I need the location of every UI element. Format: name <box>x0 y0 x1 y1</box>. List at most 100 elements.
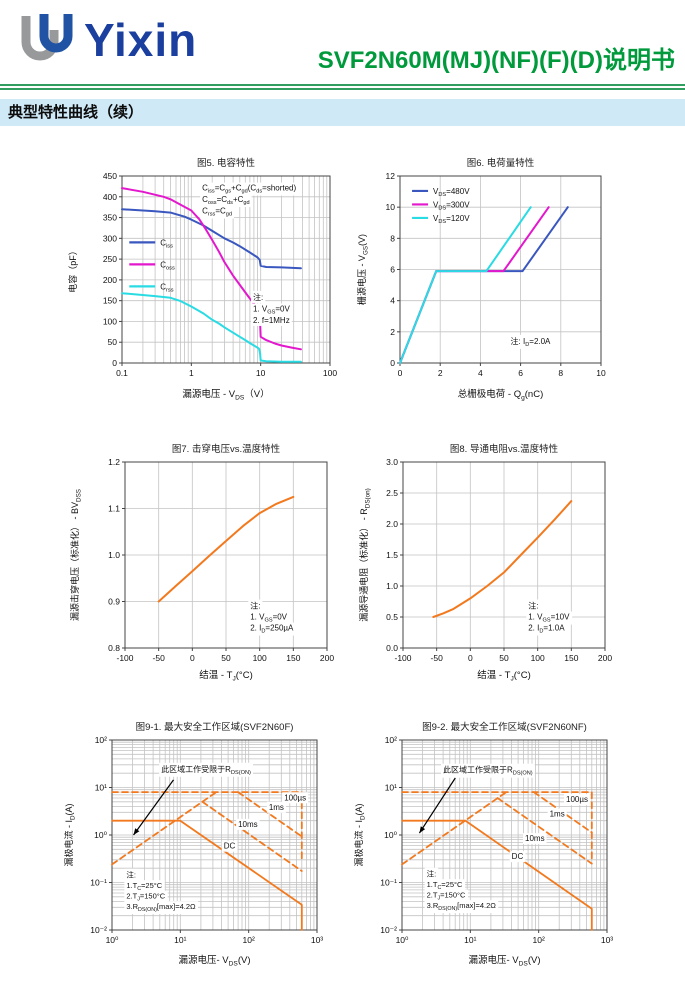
section-title: 典型特性曲线（续） <box>8 104 144 121</box>
annotation-fig9_1: DC <box>221 840 238 852</box>
y-tick-label: 1.5 <box>386 550 398 560</box>
x-axis-title: 漏源电压- VDS(V) <box>179 954 251 967</box>
legend-fig5: Ciss Coss Crss <box>129 238 175 293</box>
x-tick-label: 200 <box>598 653 612 663</box>
x-tick-label: 10² <box>533 935 545 945</box>
x-tick-label: 150 <box>564 653 578 663</box>
series-BVDSS <box>157 495 295 603</box>
x-tick-label: 100 <box>531 653 545 663</box>
x-tick-label: 50 <box>221 653 231 663</box>
series-group-fig5 <box>121 187 302 363</box>
annotation-fig5: 注: 1. VGS=0V2. f=1MHz <box>251 290 293 326</box>
annotation-line: 1. VGS=0V <box>250 613 287 624</box>
x-tick-label: 10 <box>256 368 266 378</box>
tick-labels-fig9_2: 10⁰ 10¹ 10² 10³ 10⁻² 10⁻¹ 10⁰ 10¹ 10² <box>380 735 613 945</box>
x-tick-label: 2 <box>438 368 443 378</box>
y-tick-label: 10¹ <box>95 783 107 793</box>
chart-canvas-fig7: -100 -50 0 50 100 150 200 0.8 0.9 1.0 1.1 1.2 漏源击穿电压… <box>69 443 334 682</box>
x-tick-label: 0.1 <box>116 368 128 378</box>
figure-fig7: -100 -50 0 50 100 150 200 0.8 0.9 1.0 1.1 1.2 漏源击穿电压… <box>40 432 362 699</box>
pointer-arrow-fig9_2 <box>418 777 456 834</box>
annotation-line: 10ms <box>525 834 545 843</box>
series-group-fig6 <box>399 206 569 364</box>
series-group-fig8 <box>432 500 573 618</box>
y-tick-label: 10⁰ <box>94 830 107 840</box>
y-tick-label: 0 <box>112 358 117 368</box>
annotation-fig9_1: 1ms <box>266 801 286 813</box>
series-DC <box>401 819 593 931</box>
x-tick-label: 8 <box>558 368 563 378</box>
annotation-line: Ciss=Cgs+Cgd(Cds=shorted) <box>202 184 296 195</box>
annotation-line: 10ms <box>238 820 258 829</box>
y-tick-label: 10⁻² <box>90 925 107 935</box>
x-tick-label: 10⁰ <box>396 935 409 945</box>
gridlines-fig6 <box>399 175 602 364</box>
figure-title: 图5. 电容特性 <box>197 157 256 169</box>
figure-fig8: -100 -50 0 50 100 150 200 0.0 0.5 1.0 1.5 2.0 2.5 3.0… <box>340 432 662 699</box>
y-tick-label: 10¹ <box>385 783 397 793</box>
y-tick-label: 400 <box>103 192 117 202</box>
y-tick-label: 50 <box>108 337 118 347</box>
y-axis-title: 漏极电流 - ID(A) <box>63 803 76 866</box>
annotation-fig9_2: 1ms <box>547 808 567 820</box>
annotation-line: 2. ID=250µA <box>250 624 294 635</box>
series-group-fig9_1 <box>111 791 303 931</box>
series-group-fig7 <box>157 495 295 603</box>
annotation-line: 注: <box>126 870 136 880</box>
section-title-bar: 典型特性曲线（续） <box>0 99 685 126</box>
series-100us <box>401 791 593 861</box>
y-tick-label: 3.0 <box>386 457 398 467</box>
y-tick-label: 1.1 <box>108 504 120 514</box>
annotation-line: 1.TC=25°C <box>126 881 162 892</box>
x-tick-label: 0 <box>190 653 195 663</box>
annotation-line: 1ms <box>550 809 565 818</box>
legend-label: Ciss <box>160 238 173 249</box>
annotation-fig9_2: 10ms <box>523 833 547 845</box>
figure-title: 图8. 导通电阻vs.温度特性 <box>450 443 559 455</box>
chart-canvas-fig5: 0.1 1 10 100 0 50 100 150 200 250 300 350 400 450 电容（p… <box>67 157 337 401</box>
annotation-line: 注: ID=2.0A <box>511 336 552 348</box>
x-axis-title: 漏源电压 - VDS（V） <box>182 388 269 401</box>
plot-border-fig5 <box>121 175 331 364</box>
annotation-line: 1. VGS=10V <box>528 613 570 624</box>
y-tick-label: 4 <box>390 296 395 306</box>
x-tick-label: 0 <box>398 368 403 378</box>
y-tick-label: 200 <box>103 275 117 285</box>
tick-labels-fig9_1: 10⁰ 10¹ 10² 10³ 10⁻² 10⁻¹ 10⁰ 10¹ 10² <box>90 735 323 945</box>
y-tick-label: 0.8 <box>108 643 120 653</box>
annotation-line: 2. ID=1.0A <box>528 624 565 635</box>
logo-text: Yixin <box>84 14 198 66</box>
y-axis-title: 栅源电压 - VGS(V) <box>356 234 369 305</box>
figure-fig9_2: 10⁰ 10¹ 10² 10³ 10⁻² 10⁻¹ 10⁰ 10¹ 10² 漏极电流 - ID(A… <box>350 708 680 984</box>
annotation-fig9_2: 100µs <box>564 794 590 806</box>
y-tick-label: 10⁻¹ <box>380 878 397 888</box>
x-axis-title: 漏源电压- VDS(V) <box>469 954 541 967</box>
y-tick-label: 2.5 <box>386 488 398 498</box>
y-tick-label: 0.0 <box>386 643 398 653</box>
y-tick-label: 10⁻¹ <box>90 878 107 888</box>
series-10ms <box>201 800 303 872</box>
figure-fig9_1: 10⁰ 10¹ 10² 10³ 10⁻² 10⁻¹ 10⁰ 10¹ 10² 漏极电流 - ID(A… <box>30 708 360 984</box>
tick-labels-fig6: 0 2 4 6 8 10 0 2 4 6 8 10 12 <box>386 171 606 378</box>
annotation-line: 注: <box>253 292 263 302</box>
x-tick-label: 100 <box>323 368 337 378</box>
annotation-fig9_2: 注:1.TC=25°C2.TJ=150°C3.RDS(ON)[max]=4.2Ω <box>424 867 499 914</box>
legend-label: VDS=480V <box>433 187 470 198</box>
series-rds-on-limit <box>401 791 508 866</box>
tick-labels-fig7: -100 -50 0 50 100 150 200 0.8 0.9 1.0 1.1 1.2 <box>108 457 334 663</box>
figure-fig5: 0.1 1 10 100 0 50 100 150 200 250 300 350 400 450 电容（p… <box>40 150 362 417</box>
y-axis-title: 漏源击穿电压（标准化） - BVDSS <box>69 489 82 621</box>
y-tick-label: 100 <box>103 316 117 326</box>
legend-label: VDS=300V <box>433 200 470 211</box>
annotation-line: 2.TJ=150°C <box>126 892 165 903</box>
annotation-line: 注: <box>427 869 437 879</box>
doc-title: SVF2N60M(MJ)(NF)(F)(D)说明书 <box>317 47 675 74</box>
y-tick-label: 150 <box>103 296 117 306</box>
annotation-fig9_2: DC <box>509 851 526 863</box>
annotation-line: 注: <box>528 601 538 611</box>
chart-canvas-fig8: -100 -50 0 50 100 150 200 0.0 0.5 1.0 1.5 2.0 2.5 3.0… <box>358 443 612 682</box>
gridlines-fig8 <box>402 461 606 649</box>
x-tick-label: 50 <box>499 653 509 663</box>
